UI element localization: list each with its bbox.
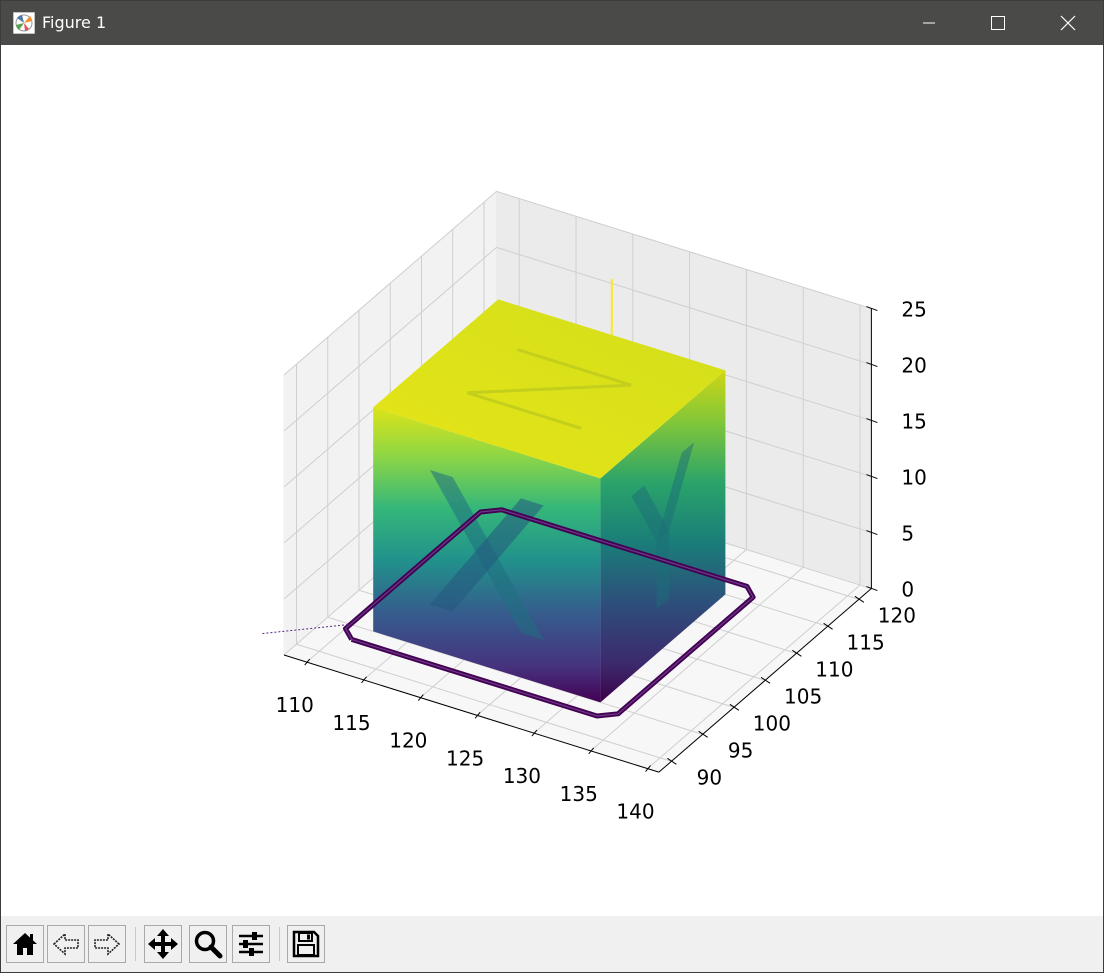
y-tick-label: 90	[697, 765, 722, 789]
z-tick	[866, 418, 878, 424]
cube-y-letter	[656, 442, 695, 542]
cube-x-letter	[430, 498, 544, 612]
z-gridline	[283, 246, 872, 432]
arrow-left-icon	[52, 932, 79, 956]
y-tick	[792, 649, 802, 657]
figure-canvas[interactable]: 110 115 120 125 130 135 140 90 95 100 105 110 115 120…	[1, 45, 1103, 916]
z-tick-label: 5	[901, 522, 914, 546]
y-tick	[823, 622, 833, 630]
x-tick	[417, 694, 424, 701]
skirt-inner-line	[344, 509, 754, 717]
z-tick-label: 20	[901, 354, 926, 378]
cube-y-letter	[656, 531, 670, 609]
toolbar-separator	[279, 927, 280, 961]
z-tick-label: 0	[901, 578, 914, 602]
x-tick	[645, 765, 651, 772]
window-title: Figure 1	[42, 13, 107, 32]
pan-button[interactable]	[144, 925, 182, 963]
maximize-button[interactable]	[963, 1, 1033, 45]
x-tick	[474, 712, 481, 719]
z-tick	[866, 306, 878, 312]
y-tick-label: 110	[815, 657, 853, 681]
y-tick-label: 95	[728, 738, 753, 762]
move-icon	[148, 929, 178, 959]
y-tick	[667, 757, 677, 765]
z-tick	[866, 362, 878, 368]
y-tick	[760, 676, 771, 684]
minimize-button[interactable]	[894, 1, 964, 45]
minimize-icon	[923, 22, 935, 24]
save-button[interactable]	[287, 925, 325, 963]
x-tick-label: 140	[616, 800, 654, 824]
floppy-disk-icon	[292, 930, 320, 958]
y-tick-label: 115	[847, 630, 885, 654]
y-tick-label: 100	[753, 711, 791, 735]
matplotlib-logo-icon	[13, 12, 35, 34]
cube-z-letter	[467, 348, 632, 430]
x-tick	[304, 658, 311, 666]
travel-line	[262, 623, 351, 635]
toolbar-separator	[135, 927, 136, 961]
x-tick	[588, 747, 595, 755]
z-tick-label: 10	[901, 466, 926, 490]
close-icon	[1060, 15, 1076, 31]
y-tick-label: 120	[878, 603, 916, 627]
arrow-right-icon	[94, 932, 121, 956]
home-button[interactable]	[6, 925, 44, 963]
zoom-button[interactable]	[189, 925, 227, 963]
navigation-toolbar	[1, 916, 1103, 972]
magnifier-icon	[194, 930, 223, 959]
title-bar: Figure 1	[1, 1, 1103, 45]
x-tick-label: 110	[276, 693, 314, 717]
y-tick	[729, 703, 740, 711]
y-tick-label: 105	[784, 684, 822, 708]
z-tick	[866, 474, 878, 480]
maximize-icon	[991, 16, 1005, 30]
z-tick	[866, 530, 878, 536]
x-tick-label: 130	[503, 764, 541, 788]
close-button[interactable]	[1033, 1, 1103, 45]
x-tick-label: 135	[560, 782, 598, 806]
3d-axes[interactable]: 1101151201251301351409095100105110115120…	[1, 45, 1103, 916]
home-icon	[13, 933, 37, 955]
configure-subplots-button[interactable]	[232, 925, 270, 963]
back-button[interactable]	[47, 925, 85, 963]
z-tick	[866, 586, 878, 592]
x-tick	[531, 729, 538, 737]
x-tick-label: 125	[446, 746, 484, 770]
z-gridline	[283, 190, 872, 376]
forward-button[interactable]	[88, 925, 126, 963]
x-tick-label: 120	[389, 729, 427, 753]
z-tick-label: 15	[901, 410, 926, 434]
sliders-icon	[239, 932, 263, 956]
z-tick-label: 25	[901, 298, 926, 322]
y-tick	[698, 730, 708, 738]
x-axis-line	[283, 654, 660, 773]
cube-y-letter	[631, 485, 670, 542]
x-tick-label: 115	[332, 711, 370, 735]
y-tick	[854, 595, 865, 603]
x-tick	[361, 676, 367, 684]
